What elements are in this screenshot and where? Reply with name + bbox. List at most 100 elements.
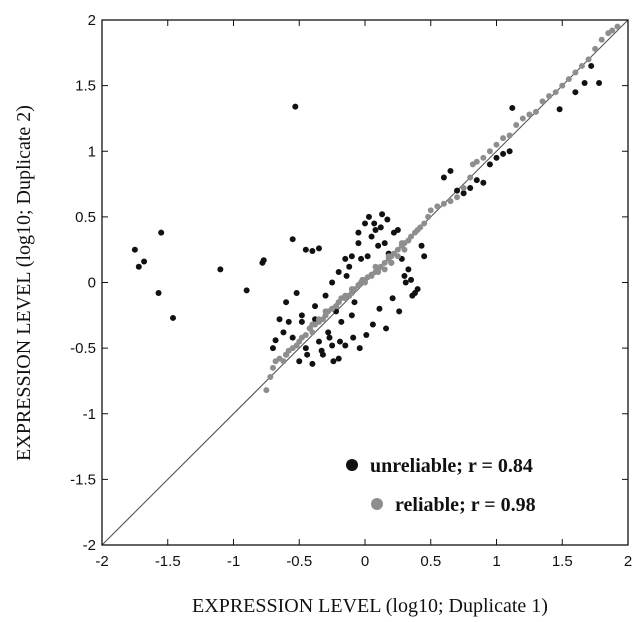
unreliable-point (293, 290, 300, 296)
reliable-point (398, 240, 405, 247)
unreliable-point (509, 104, 516, 111)
reliable-point (333, 303, 340, 310)
unreliable-point (572, 89, 579, 96)
reliable-point (375, 269, 382, 275)
reliable-point (480, 154, 487, 161)
x-tick-label: -1.5 (155, 553, 181, 570)
reliable-point (598, 36, 605, 43)
reliable-point (309, 321, 316, 328)
unreliable-point (581, 80, 588, 86)
reliable-point (572, 69, 579, 76)
unreliable-point (131, 246, 138, 253)
y-tick-label: -0.5 (70, 340, 96, 357)
unreliable-point (389, 295, 396, 302)
unreliable-point (285, 318, 292, 325)
reliable-point (394, 253, 401, 260)
unreliable-point (460, 190, 467, 197)
reliable-point (434, 203, 441, 210)
reliable-point (513, 122, 520, 128)
unreliable-point (292, 103, 299, 110)
unreliable-point (329, 279, 336, 286)
reliable-point (359, 276, 366, 283)
legend-label: unreliable; r = 0.84 (370, 455, 533, 477)
unreliable-point (364, 253, 371, 260)
unreliable-point (421, 253, 428, 260)
unreliable-point (440, 174, 447, 181)
unreliable-point (325, 329, 332, 336)
unreliable-point (337, 338, 344, 345)
unreliable-point (346, 263, 353, 270)
unreliable-point (309, 360, 316, 367)
unreliable-point (356, 345, 363, 352)
legend-marker (346, 459, 358, 471)
unreliable-point (506, 148, 513, 155)
unreliable-point (376, 305, 383, 312)
reliable-point (394, 246, 401, 253)
unreliable-point (363, 332, 370, 338)
x-tick-label: 1 (492, 553, 500, 570)
reliable-point (447, 198, 454, 205)
unreliable-point (326, 334, 333, 341)
unreliable-point (315, 245, 322, 252)
unreliable-point (480, 179, 487, 186)
unreliable-point (371, 220, 378, 227)
reliable-point (280, 358, 287, 365)
reliable-point (421, 220, 428, 227)
reliable-point (614, 23, 621, 30)
unreliable-point (158, 229, 165, 236)
reliable-point (559, 82, 566, 89)
reliable-point (388, 259, 395, 266)
reliable-point (486, 148, 493, 155)
y-tick-label: 1 (88, 143, 96, 160)
unreliable-point (414, 286, 421, 293)
unreliable-point (409, 292, 416, 299)
reliable-point (546, 93, 553, 100)
reliable-point (372, 263, 379, 270)
unreliable-point (358, 255, 365, 262)
x-tick-label: -1 (227, 553, 240, 570)
points-layer (131, 23, 621, 394)
unreliable-point (280, 329, 287, 336)
unreliable-point (276, 316, 283, 323)
legend: unreliable; r = 0.84 reliable; r = 0.98 (346, 455, 536, 516)
unreliable-point (170, 314, 177, 321)
reliable-point (519, 115, 526, 122)
reliable-point (565, 76, 572, 83)
unreliable-point (467, 185, 474, 191)
unreliable-point (343, 272, 350, 279)
x-axis-title: EXPRESSION LEVEL (log10; Duplicate 1) (192, 595, 548, 617)
x-tick-label: 2 (624, 553, 632, 570)
unreliable-point (401, 272, 408, 279)
ticks-layer (101, 19, 629, 546)
unreliable-point (383, 325, 390, 332)
unreliable-point (418, 242, 425, 249)
unreliable-point (348, 312, 355, 319)
y-tick-label: 1.5 (75, 78, 96, 95)
reliable-point (381, 266, 388, 273)
reliable-point (539, 98, 546, 105)
unreliable-point (155, 290, 162, 296)
unreliable-point (135, 263, 142, 270)
unreliable-point (348, 253, 355, 260)
reliable-point (322, 308, 329, 315)
unreliable-point (217, 266, 224, 273)
y-tick-label: -2 (83, 537, 96, 554)
unreliable-point (396, 308, 403, 315)
unreliable-point (338, 318, 345, 325)
reliable-point (381, 259, 388, 266)
unreliable-point (260, 257, 267, 264)
unreliable-point (289, 334, 296, 341)
y-tick-label: -1 (83, 406, 96, 423)
unreliable-point (141, 258, 148, 265)
unreliable-point (298, 312, 305, 319)
unreliable-point (381, 240, 388, 247)
unreliable-point (486, 161, 493, 168)
reliable-point (315, 316, 322, 323)
unreliable-point (298, 318, 305, 325)
y-tick-labels: -2 -1.5 -1 -0.5 0 0.5 1 1.5 2 (70, 12, 96, 554)
y-tick-label: 2 (88, 12, 96, 29)
unreliable-point (342, 255, 349, 262)
unreliable-point (318, 347, 325, 354)
unreliable-point (362, 220, 368, 227)
